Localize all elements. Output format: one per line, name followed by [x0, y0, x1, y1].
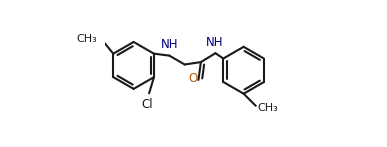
Text: CH₃: CH₃ [258, 103, 279, 113]
Text: CH₃: CH₃ [76, 34, 97, 44]
Text: Cl: Cl [142, 98, 153, 111]
Text: NH: NH [161, 38, 178, 51]
Text: O: O [188, 72, 197, 85]
Text: NH: NH [206, 36, 223, 49]
